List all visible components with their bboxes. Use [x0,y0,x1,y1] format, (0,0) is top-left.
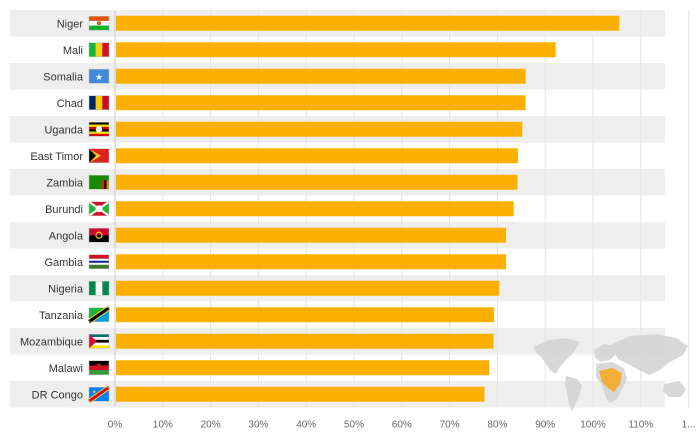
bar [116,386,485,402]
x-tick-label: 20% [201,420,221,431]
flag-tanzania-icon [87,305,111,324]
map-europe [594,344,617,362]
category-label: Malawi [49,363,83,375]
flag-gambia-icon [88,254,110,269]
bar [116,307,495,323]
bar [116,174,518,190]
map-africa-highlight [599,368,622,392]
flag-malawi-icon [88,360,110,375]
flag-nigeria-icon [88,281,110,296]
map-south-america [565,376,582,411]
x-tick-label: 80% [487,420,507,431]
bar [116,254,507,270]
category-label: Niger [57,18,84,30]
flag-mozambique-icon [88,334,110,349]
category-label: Gambia [44,257,83,269]
flag-dr-congo-icon: ★ [87,385,111,404]
bar [116,201,514,217]
svg-text:★: ★ [95,72,103,82]
flags: ★★ [87,16,111,404]
x-tick-label: 110% [628,420,653,431]
x-axis-ticks: 0% 10% 20% 30% 40% 50% 60% 70% 80% 90% 100% 110% 1..… [108,420,696,431]
map-asia [610,334,688,375]
x-tick-label: 30% [248,420,268,431]
category-label: Angola [49,230,84,242]
flag-east-timor-icon [88,148,110,163]
category-label: DR Congo [32,389,83,401]
x-tick-label: 50% [344,420,364,431]
svg-text:★: ★ [92,389,97,395]
bar [116,121,523,137]
bar [116,148,518,164]
flag-somalia-icon: ★ [88,69,110,84]
category-label: Nigeria [48,283,84,295]
bar [116,95,526,111]
flag-mali-icon [88,42,110,57]
bar [116,15,620,31]
bar [116,333,494,349]
category-label: Somalia [43,71,84,83]
category-label: Burundi [45,204,83,216]
map-australia [663,381,686,397]
x-tick-label: 90% [535,420,555,431]
x-tick-label: 70% [440,420,460,431]
category-label: East Timor [30,151,83,163]
bars [116,15,620,402]
category-label: Uganda [44,124,83,136]
bar [116,280,500,296]
category-label: Tanzania [39,310,84,322]
bar [116,227,507,243]
category-label: Chad [57,98,83,110]
x-tick-label: 0% [108,420,123,431]
world-map-inset [533,334,688,411]
flag-uganda-icon [88,122,110,137]
category-label: Mali [63,45,83,57]
category-labels: Niger Mali Somalia Chad Uganda East Timor Zamb… [20,18,84,401]
category-label: Mozambique [20,336,83,348]
x-tick-label: 100% [580,420,606,431]
flag-niger-icon [88,16,110,31]
bar [116,360,490,376]
flag-angola-icon [88,228,110,243]
category-label: Zambia [46,177,84,189]
flag-chad-icon [88,95,110,110]
map-north-america [533,338,580,374]
x-tick-label: 60% [392,420,412,431]
x-tick-label: 40% [296,420,316,431]
x-tick-label: 1... [682,420,696,431]
x-tick-label: 10% [153,420,173,431]
flag-zambia-icon [88,175,110,190]
bar [116,42,556,58]
bar [116,68,526,84]
flag-burundi-icon [88,200,110,217]
